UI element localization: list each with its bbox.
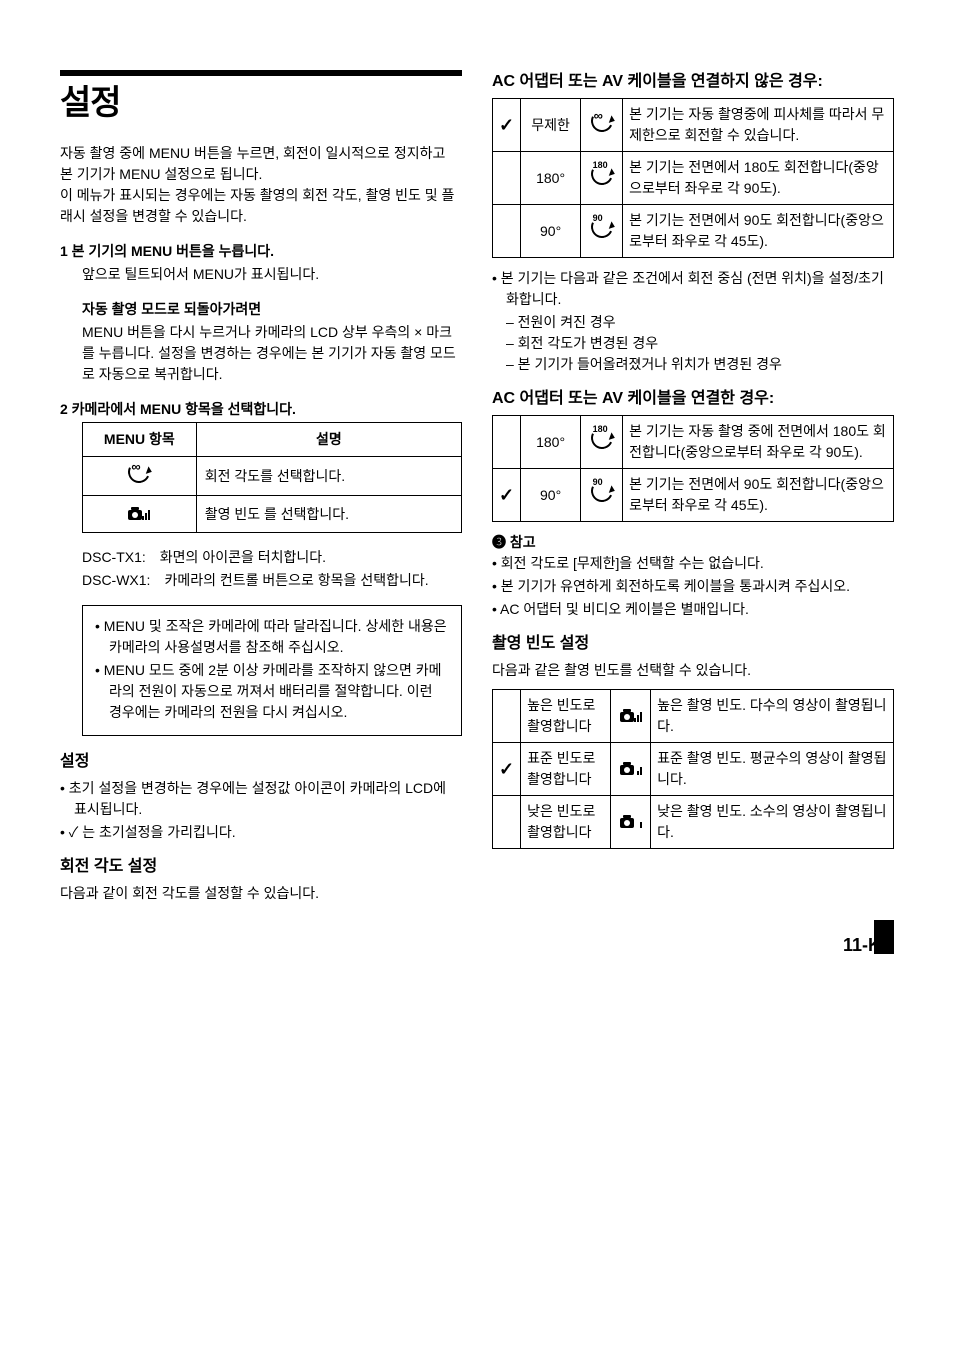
side-tab (874, 920, 894, 954)
page-title: 설정 (60, 70, 462, 129)
info-bullet: • MENU 및 조작은 카메라에 따라 달라집니다. 상세한 내용은 카메라의… (95, 616, 449, 658)
mode-name: 90° (521, 469, 581, 522)
rotation-icon-cell: ∞ (83, 457, 197, 496)
rotation-table-no-cable: ✓ 무제한 ∞ 본 기기는 자동 촬영중에 피사체를 따라서 무제한으로 회전할… (492, 98, 894, 258)
freq-icon (611, 743, 651, 796)
settings-bullet: • 초기 설정을 변경하는 경우에는 설정값 아이콘이 카메라의 LCD에 표시… (60, 778, 462, 820)
table-row: ✓ 무제한 ∞ 본 기기는 자동 촬영중에 피사체를 따라서 무제한으로 회전할… (493, 99, 894, 152)
default-mark (493, 416, 521, 469)
menu-row-2-desc: 촬영 빈도 를 선택합니다. (196, 496, 461, 533)
mode-desc: 본 기기는 전면에서 90도 회전합니다(중앙으로부터 좌우로 각 45도). (623, 469, 894, 522)
freq-icon (611, 690, 651, 743)
rotation-angle-icon: ∞ (128, 463, 150, 483)
frequency-table: 높은 빈도로 촬영합니다 높은 촬영 빈도. 다수의 영상이 촬영됩니다. ✓ … (492, 689, 894, 849)
freq-icon-cell (83, 496, 197, 533)
mode-icon: ∞ (581, 99, 623, 152)
default-mark (493, 690, 521, 743)
table-row: ✓ 90° 90 본 기기는 전면에서 90도 회전합니다(중앙으로부터 좌우로… (493, 469, 894, 522)
no-cable-heading: AC 어댑터 또는 AV 케이블을 연결하지 않은 경우: (492, 70, 894, 94)
after-t1-line: – 전원이 켜진 경우 (492, 312, 894, 333)
mode-desc: 본 기기는 전면에서 180도 회전합니다(중앙으로부터 좌우로 각 90도). (623, 152, 894, 205)
right-column: AC 어댑터 또는 AV 케이블을 연결하지 않은 경우: ✓ 무제한 ∞ 본 … (492, 70, 894, 912)
model-line: DSC-WX1: 카메라의 컨트롤 버튼으로 항목을 선택합니다. (82, 570, 462, 591)
mode-name: 180° (521, 416, 581, 469)
note-line: • 본 기기가 유연하게 회전하도록 케이블을 통과시켜 주십시오. (492, 576, 894, 597)
menu-table-row: ∞ 회전 각도를 선택합니다. (83, 457, 462, 496)
default-mark (493, 796, 521, 849)
rotation-intro: 다음과 같이 회전 각도를 설정할 수 있습니다. (60, 883, 462, 904)
mode-icon: 180 (581, 152, 623, 205)
freq-name: 낮은 빈도로 촬영합니다 (521, 796, 611, 849)
table-row: 90° 90 본 기기는 전면에서 90도 회전합니다(중앙으로부터 좌우로 각… (493, 205, 894, 258)
freq-desc: 높은 촬영 빈도. 다수의 영상이 촬영됩니다. (651, 690, 894, 743)
default-mark: ✓ (493, 99, 521, 152)
mode-name: 무제한 (521, 99, 581, 152)
table-row: 낮은 빈도로 촬영합니다 낮은 촬영 빈도. 소수의 영상이 촬영됩니다. (493, 796, 894, 849)
rotation-angle-heading: 회전 각도 설정 (60, 855, 462, 879)
info-box: • MENU 및 조작은 카메라에 따라 달라집니다. 상세한 내용은 카메라의… (82, 605, 462, 736)
step-1-body: 앞으로 틸트되어서 MENU가 표시됩니다. (60, 264, 462, 285)
note-heading: 참고 (492, 532, 894, 553)
default-mark: ✓ (493, 743, 521, 796)
mode-icon: 180 (581, 416, 623, 469)
menu-table-row: 촬영 빈도 를 선택합니다. (83, 496, 462, 533)
left-column: 설정 자동 촬영 중에 MENU 버튼을 누르면, 회전이 일시적으로 정지하고… (60, 70, 462, 912)
mode-name: 90° (521, 205, 581, 258)
table-row: 180° 180 본 기기는 자동 촬영 중에 전면에서 180도 회전합니다(… (493, 416, 894, 469)
step-1-sub-body: MENU 버튼을 다시 누르거나 카메라의 LCD 상부 우측의 × 마크를 누… (60, 322, 462, 385)
default-mark (493, 152, 521, 205)
mode-desc: 본 기기는 자동 촬영중에 피사체를 따라서 무제한으로 회전할 수 있습니다. (623, 99, 894, 152)
settings-bullet: • ✓ 는 초기설정을 가리킵니다. (60, 822, 462, 843)
default-mark (493, 205, 521, 258)
freq-name: 표준 빈도로 촬영합니다 (521, 743, 611, 796)
page-number: 11-KR (60, 932, 894, 959)
after-t1-line: – 본 기기가 들어올려졌거나 위치가 변경된 경우 (492, 354, 894, 375)
mode-desc: 본 기기는 자동 촬영 중에 전면에서 180도 회전합니다(중앙으로부터 좌우… (623, 416, 894, 469)
mode-icon: 90 (581, 205, 623, 258)
mode-desc: 본 기기는 전면에서 90도 회전합니다(중앙으로부터 좌우로 각 45도). (623, 205, 894, 258)
columns: 설정 자동 촬영 중에 MENU 버튼을 누르면, 회전이 일시적으로 정지하고… (60, 70, 894, 912)
step-2-head: 2 카메라에서 MENU 항목을 선택합니다. (60, 399, 462, 420)
step-1-sub-head: 자동 촬영 모드로 되돌아가려면 (60, 299, 462, 320)
frequency-intro: 다음과 같은 촬영 빈도를 선택할 수 있습니다. (492, 660, 894, 681)
note-line: • AC 어댑터 및 비디오 케이블은 별매입니다. (492, 599, 894, 620)
freq-name: 높은 빈도로 촬영합니다 (521, 690, 611, 743)
after-t1-line: • 본 기기는 다음과 같은 조건에서 회전 중심 (전면 위치)을 설정/초기… (492, 268, 894, 310)
settings-heading: 설정 (60, 750, 462, 774)
mode-icon: 90 (581, 469, 623, 522)
shoot-frequency-icon (128, 502, 150, 520)
note-line: • 회전 각도로 [무제한]을 선택할 수는 없습니다. (492, 553, 894, 574)
freq-icon (611, 796, 651, 849)
intro-text: 자동 촬영 중에 MENU 버튼을 누르면, 회전이 일시적으로 정지하고 본 … (60, 143, 462, 227)
step-1-head: 1 본 기기의 MENU 버튼을 누릅니다. (60, 241, 462, 262)
menu-table-head-desc: 설명 (196, 423, 461, 457)
menu-row-1-desc: 회전 각도를 선택합니다. (196, 457, 461, 496)
table-row: 높은 빈도로 촬영합니다 높은 촬영 빈도. 다수의 영상이 촬영됩니다. (493, 690, 894, 743)
info-bullet: • MENU 모드 중에 2분 이상 카메라를 조작하지 않으면 카메라의 전원… (95, 660, 449, 723)
table-row: 180° 180 본 기기는 전면에서 180도 회전합니다(중앙으로부터 좌우… (493, 152, 894, 205)
table-row: ✓ 표준 빈도로 촬영합니다 표준 촬영 빈도. 평균수의 영상이 촬영됩니다. (493, 743, 894, 796)
with-cable-heading: AC 어댑터 또는 AV 케이블을 연결한 경우: (492, 387, 894, 411)
frequency-heading: 촬영 빈도 설정 (492, 632, 894, 656)
freq-desc: 표준 촬영 빈도. 평균수의 영상이 촬영됩니다. (651, 743, 894, 796)
default-mark: ✓ (493, 469, 521, 522)
menu-table-head-item: MENU 항목 (83, 423, 197, 457)
mode-name: 180° (521, 152, 581, 205)
page: 설정 자동 촬영 중에 MENU 버튼을 누르면, 회전이 일시적으로 정지하고… (60, 70, 894, 959)
rotation-table-with-cable: 180° 180 본 기기는 자동 촬영 중에 전면에서 180도 회전합니다(… (492, 415, 894, 522)
model-line: DSC-TX1: 화면의 아이콘을 터치합니다. (82, 547, 462, 568)
model-notes: DSC-TX1: 화면의 아이콘을 터치합니다. DSC-WX1: 카메라의 컨… (82, 547, 462, 591)
menu-table: MENU 항목 설명 ∞ 회전 각도를 선택합니다. 촬영 빈도 를 선택합니다… (82, 422, 462, 533)
after-t1-line: – 회전 각도가 변경된 경우 (492, 333, 894, 354)
freq-desc: 낮은 촬영 빈도. 소수의 영상이 촬영됩니다. (651, 796, 894, 849)
